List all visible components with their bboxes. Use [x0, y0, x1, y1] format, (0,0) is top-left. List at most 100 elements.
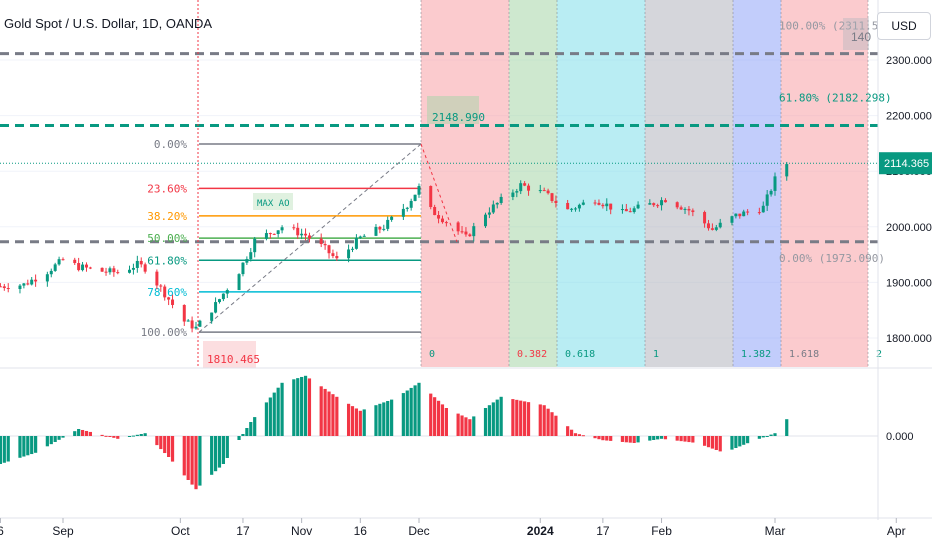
- oscillator-axis-tick: 0.000: [886, 431, 914, 443]
- oscillator-bar: [108, 436, 112, 437]
- candle-body: [714, 227, 718, 230]
- candle-body: [542, 190, 546, 192]
- candle-body: [155, 271, 159, 286]
- oscillator-bar: [730, 436, 734, 450]
- time-axis-label: 6: [0, 524, 4, 538]
- candle-body: [378, 226, 382, 230]
- oscillator-bar: [487, 405, 492, 436]
- oscillator-bar: [378, 403, 382, 436]
- candle-body: [573, 208, 577, 210]
- oscillator-bar: [468, 419, 472, 436]
- candle-body: [765, 194, 769, 206]
- fib-time-zone-label: 0: [429, 349, 435, 360]
- time-axis-label: Nov: [291, 524, 312, 538]
- candle-body: [687, 208, 691, 211]
- oscillator-bar: [53, 436, 57, 442]
- oscillator-bar: [80, 429, 85, 436]
- candle-body: [374, 226, 378, 236]
- candle-body: [554, 200, 558, 203]
- oscillator-bar: [61, 436, 65, 438]
- candle-body: [718, 222, 722, 228]
- oscillator-bar: [706, 436, 711, 448]
- price-axis-tick: 1800.000: [886, 333, 932, 345]
- candle-body: [323, 244, 327, 246]
- fib-time-zone-label: 2: [876, 349, 882, 360]
- candle-body: [350, 248, 354, 250]
- oscillator-bar: [323, 388, 327, 436]
- oscillator-bar: [413, 385, 417, 436]
- candle-body: [49, 270, 53, 275]
- oscillator-bar: [34, 436, 38, 453]
- oscillator-bar: [245, 428, 249, 436]
- candle-body: [81, 264, 85, 271]
- candle-body: [679, 207, 683, 210]
- oscillator-bar: [100, 434, 104, 436]
- currency-button[interactable]: USD: [877, 12, 931, 40]
- candle-body: [464, 231, 468, 235]
- oscillator-bar: [636, 436, 640, 443]
- candle-body: [409, 200, 413, 208]
- oscillator-bar: [0, 436, 3, 464]
- oscillator-bar: [765, 436, 769, 437]
- candle-body: [511, 192, 515, 197]
- oscillator-bar: [687, 436, 691, 443]
- oscillator-bar: [241, 434, 245, 436]
- oscillator-bar: [280, 382, 284, 436]
- oscillator-bar: [198, 436, 202, 486]
- candle-body: [487, 212, 491, 215]
- oscillator-bar: [26, 436, 30, 456]
- candle-body: [605, 203, 609, 207]
- candle-body: [472, 226, 476, 237]
- fib-extension-label: 0.00% (1973.090): [779, 252, 885, 265]
- candle-body: [624, 209, 628, 212]
- candle-body: [18, 285, 22, 290]
- oscillator-bar: [519, 400, 523, 436]
- candle-body: [354, 237, 358, 249]
- oscillator-bar: [335, 396, 339, 436]
- oscillator-bar: [73, 431, 77, 436]
- oscillator-bar: [769, 434, 773, 436]
- candle-body: [444, 222, 448, 224]
- fib-time-zone: [509, 0, 557, 367]
- candle-body: [245, 259, 249, 263]
- oscillator-bar: [409, 387, 413, 436]
- candle-body: [182, 304, 186, 322]
- candle-body: [128, 269, 132, 273]
- candle-body: [347, 249, 351, 259]
- fib-retracement-label: 100.00%: [141, 326, 188, 339]
- candle-body: [597, 202, 601, 205]
- oscillator-bar: [45, 436, 49, 447]
- candle-body: [683, 208, 687, 210]
- candle-body: [131, 267, 135, 270]
- oscillator-bar: [49, 436, 53, 445]
- candle-body: [440, 218, 444, 223]
- symbol-title[interactable]: Gold Spot / U.S. Dollar, 1D, OANDA: [4, 16, 213, 31]
- fib-low-label: 1810.465: [207, 353, 260, 366]
- candle-body: [538, 190, 542, 192]
- candle-body: [280, 227, 284, 231]
- candle-body: [143, 264, 147, 272]
- oscillator-bar: [738, 436, 742, 447]
- oscillator-bar: [390, 399, 394, 436]
- oscillator-bar: [217, 436, 222, 468]
- candle-body: [433, 207, 437, 216]
- candle-body: [773, 176, 777, 191]
- oscillator-bar: [300, 376, 304, 436]
- candle-body: [217, 299, 221, 303]
- oscillator-bar: [2, 436, 6, 463]
- oscillator-bar: [515, 399, 519, 436]
- candle-body: [116, 272, 120, 274]
- oscillator-bar: [495, 399, 499, 436]
- candle-body: [276, 230, 280, 235]
- oscillator-bar: [417, 382, 421, 436]
- candle-body: [104, 271, 108, 273]
- candle-body: [417, 185, 421, 195]
- candle-body: [593, 202, 597, 204]
- oscillator-bar: [264, 402, 269, 436]
- candle-body: [484, 214, 488, 227]
- candle-body: [660, 200, 664, 206]
- candle-body: [785, 164, 789, 177]
- candle-body: [390, 216, 394, 220]
- fib-low-box: [203, 341, 256, 368]
